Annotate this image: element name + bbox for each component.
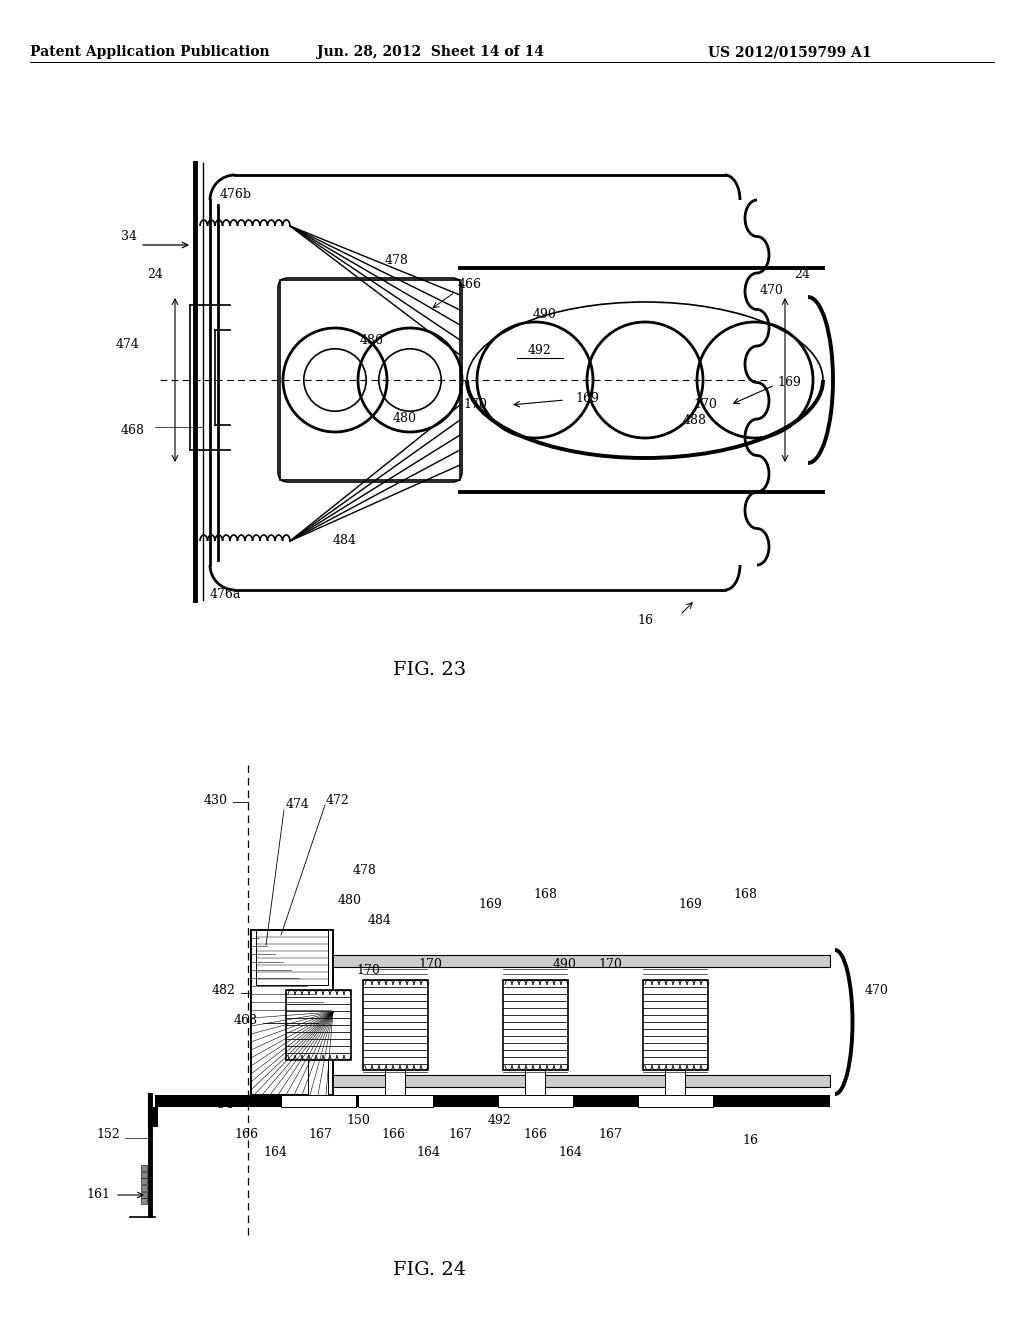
Text: 34: 34 [121, 231, 137, 243]
Text: Jun. 28, 2012  Sheet 14 of 14: Jun. 28, 2012 Sheet 14 of 14 [316, 45, 544, 59]
Bar [141, 1179, 147, 1184]
Text: 466: 466 [458, 279, 482, 292]
Text: 470: 470 [865, 983, 889, 997]
Text: 170: 170 [356, 964, 380, 977]
Bar [318, 1074, 830, 1086]
Text: US 2012/0159799 A1: US 2012/0159799 A1 [709, 45, 871, 59]
Text: Patent Application Publication: Patent Application Publication [30, 45, 269, 59]
Text: 468: 468 [121, 424, 145, 437]
Bar [141, 1185, 147, 1191]
Text: 474: 474 [286, 799, 310, 812]
Bar [665, 1071, 685, 1096]
Bar [256, 931, 328, 985]
Bar [503, 979, 568, 1071]
Text: 486: 486 [360, 334, 384, 346]
Text: FIG. 24: FIG. 24 [393, 1261, 467, 1279]
Text: 166: 166 [523, 1129, 547, 1142]
Bar [251, 931, 333, 1096]
Text: 470: 470 [760, 284, 784, 297]
Bar [281, 1096, 356, 1107]
Text: 478: 478 [385, 253, 409, 267]
Bar [141, 1199, 147, 1204]
Text: 170: 170 [598, 958, 622, 972]
Text: 167: 167 [449, 1129, 472, 1142]
Bar [638, 1096, 713, 1107]
Text: 488: 488 [683, 413, 707, 426]
Text: 492: 492 [528, 343, 552, 356]
Text: 492: 492 [488, 1114, 512, 1126]
Text: 166: 166 [381, 1129, 406, 1142]
Text: 490: 490 [534, 309, 557, 322]
Bar [308, 1060, 328, 1096]
Bar [155, 1096, 830, 1107]
Text: 474: 474 [116, 338, 140, 351]
Bar [643, 979, 708, 1071]
Text: 161: 161 [86, 1188, 110, 1201]
Text: 164: 164 [416, 1147, 440, 1159]
Text: 150: 150 [346, 1114, 370, 1126]
Text: 168: 168 [733, 888, 757, 902]
Text: 24: 24 [147, 268, 163, 281]
Bar [141, 1172, 147, 1177]
Bar [525, 1071, 545, 1096]
Text: 169: 169 [478, 899, 502, 912]
Text: 170: 170 [418, 958, 442, 972]
Text: 170: 170 [693, 399, 717, 412]
Text: 468: 468 [234, 1014, 258, 1027]
Text: 169: 169 [575, 392, 599, 404]
Bar [251, 931, 333, 1096]
Bar [141, 1192, 147, 1197]
Text: 34: 34 [217, 1098, 233, 1111]
Bar [150, 1107, 158, 1127]
Bar [362, 979, 428, 1071]
Text: 476a: 476a [210, 589, 242, 602]
Text: 480: 480 [393, 412, 417, 425]
Text: 16: 16 [742, 1134, 758, 1147]
Bar [280, 280, 460, 480]
Text: 169: 169 [678, 899, 701, 912]
Bar [498, 1096, 573, 1107]
Bar [286, 990, 351, 1060]
Text: FIG. 23: FIG. 23 [393, 661, 467, 678]
Text: 484: 484 [368, 913, 392, 927]
Text: 476b: 476b [220, 189, 252, 202]
Text: 168: 168 [534, 888, 557, 902]
Text: 167: 167 [598, 1129, 622, 1142]
Text: 482: 482 [212, 983, 236, 997]
Bar [385, 1071, 406, 1096]
Bar [318, 954, 830, 968]
Text: 472: 472 [326, 793, 350, 807]
Bar [358, 1096, 433, 1107]
Text: 164: 164 [558, 1147, 582, 1159]
Text: 167: 167 [308, 1129, 332, 1142]
Text: 490: 490 [553, 958, 577, 972]
Text: 152: 152 [96, 1129, 120, 1142]
Text: 430: 430 [204, 793, 228, 807]
Text: 478: 478 [353, 863, 377, 876]
Bar [141, 1166, 147, 1171]
Text: 164: 164 [263, 1147, 287, 1159]
Text: 170: 170 [463, 399, 487, 412]
Text: 480: 480 [338, 894, 362, 907]
Text: 16: 16 [637, 614, 653, 627]
Text: 484: 484 [333, 533, 357, 546]
Text: 24: 24 [794, 268, 810, 281]
Text: 169: 169 [777, 376, 801, 389]
Text: 166: 166 [234, 1129, 258, 1142]
